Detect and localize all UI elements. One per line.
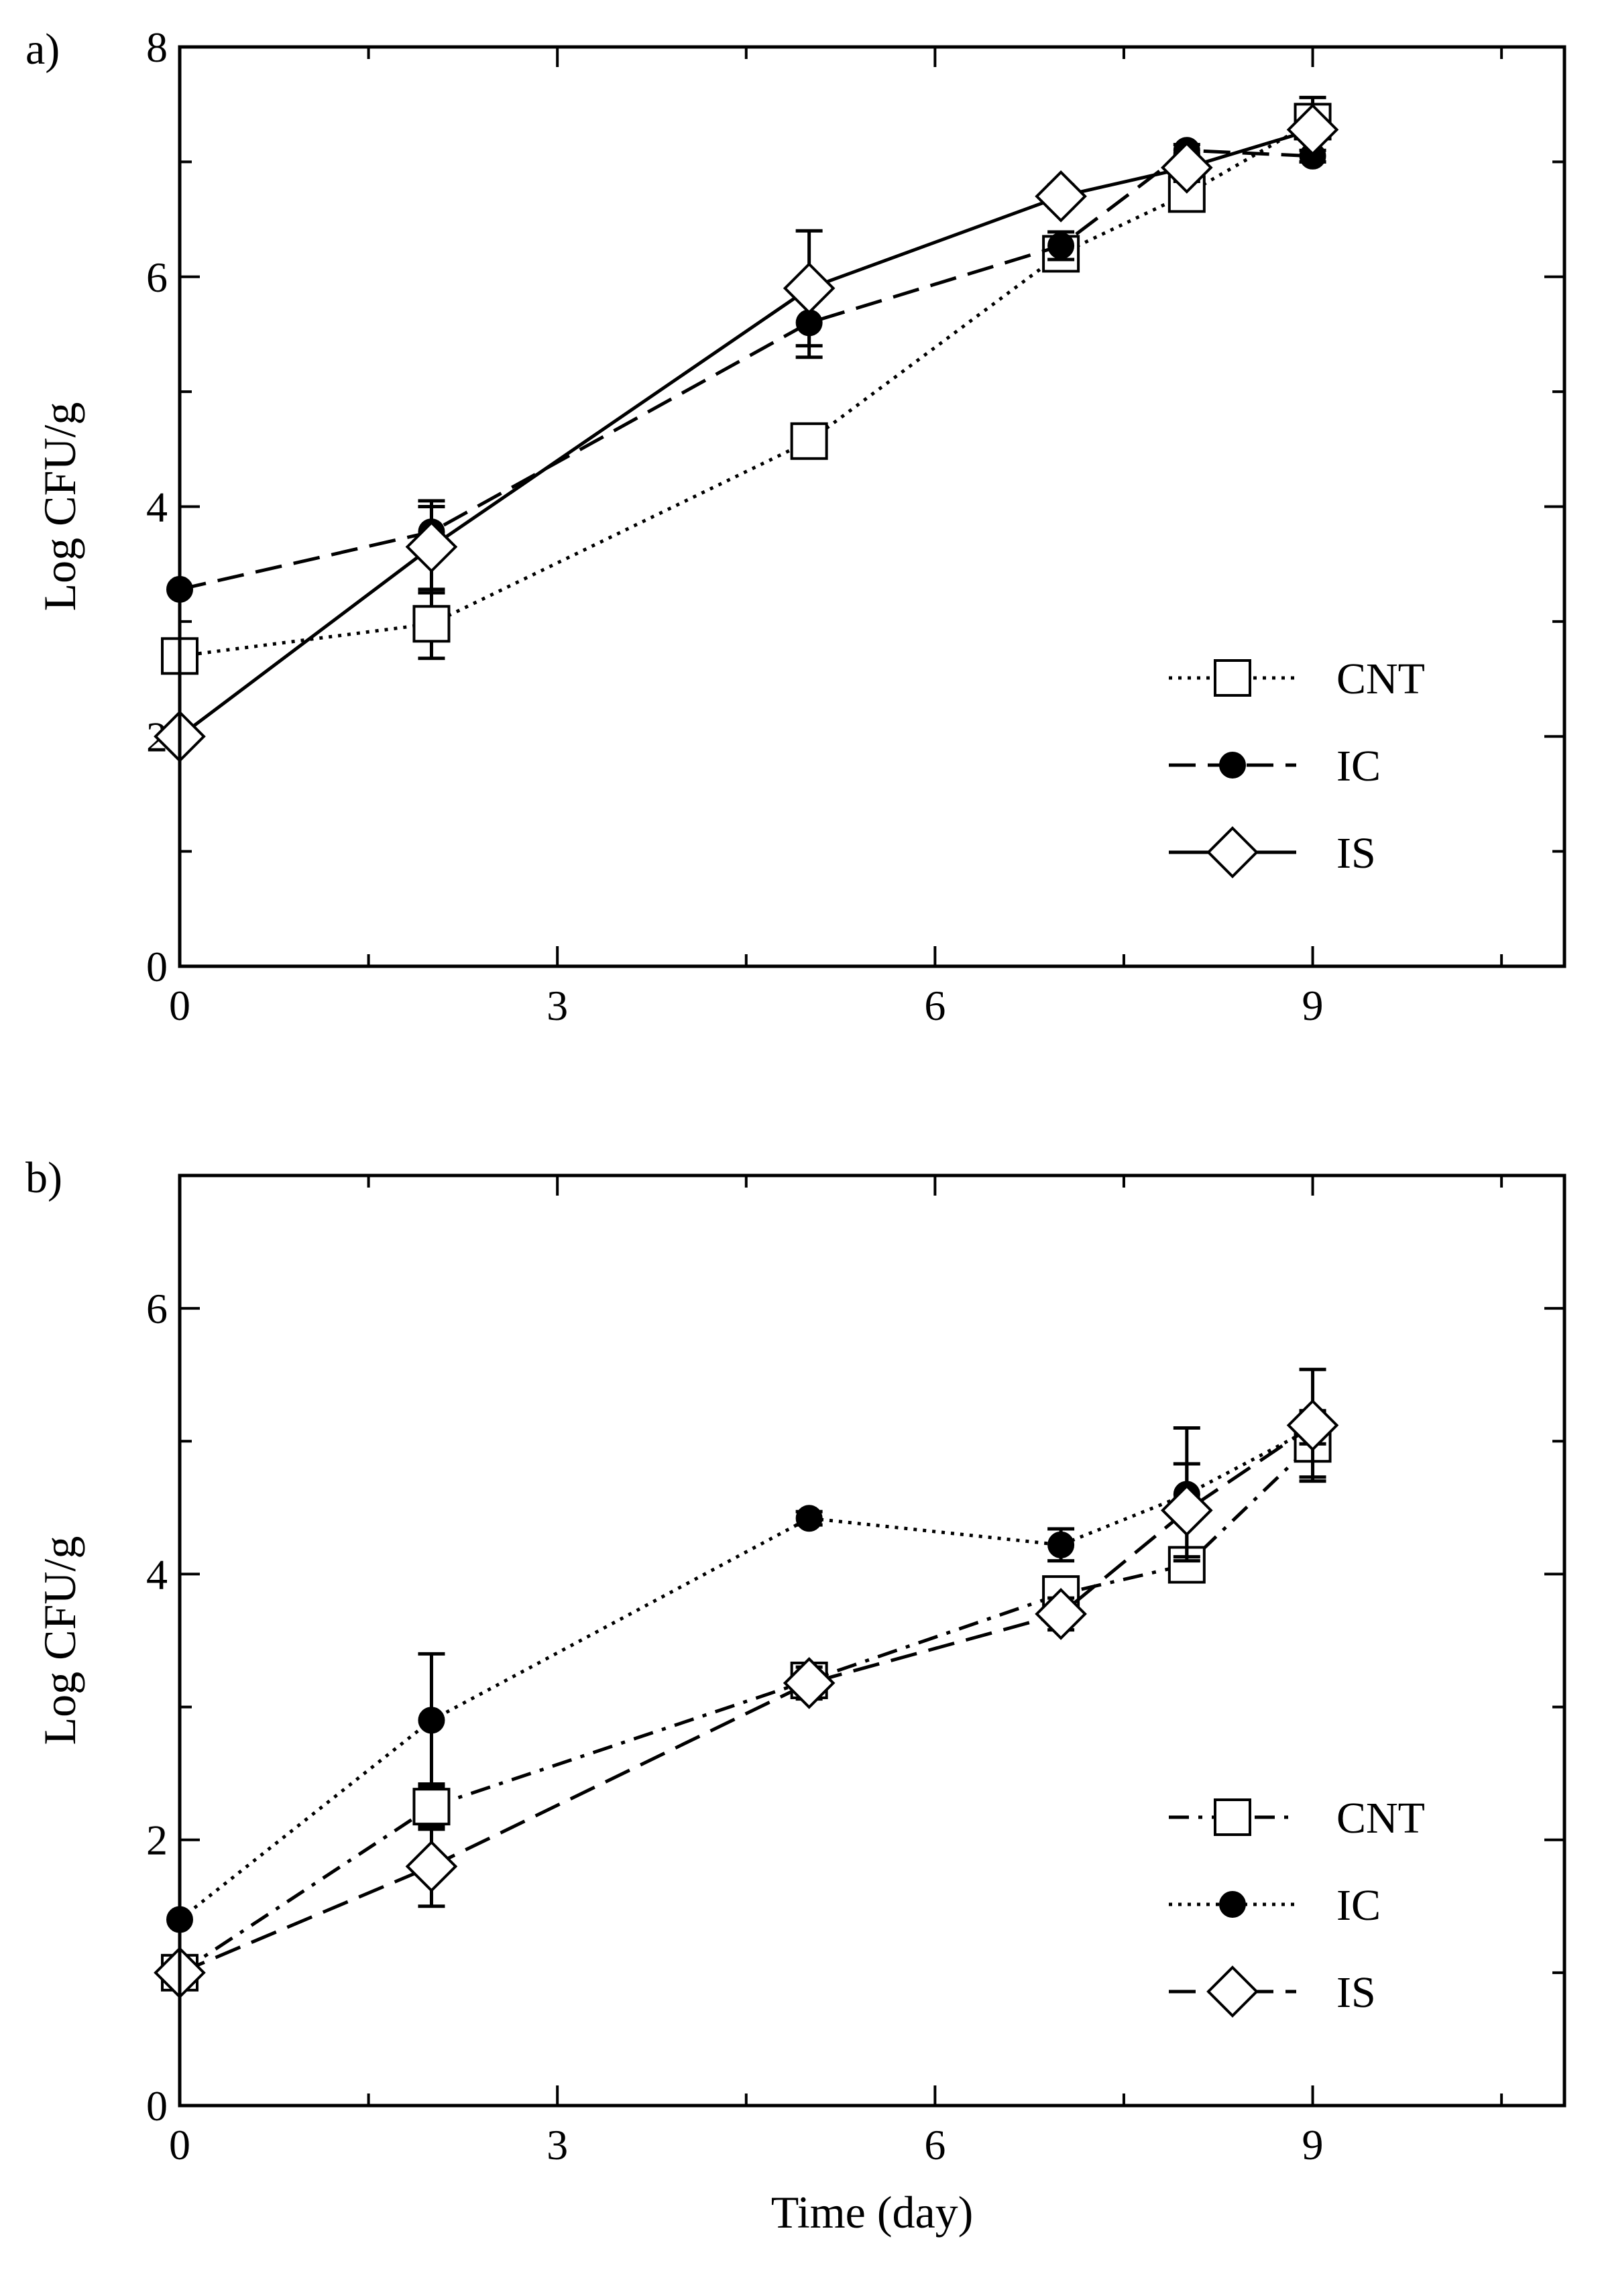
panel-label: a) (25, 25, 60, 74)
y-tick-label: 6 (146, 1285, 168, 1332)
data-point (1286, 103, 1339, 156)
series-ic (166, 137, 1326, 603)
x-tick-label: 9 (1302, 2121, 1324, 2169)
y-tick-label: 4 (146, 483, 168, 531)
legend-label: IS (1336, 1968, 1376, 2017)
data-point (1160, 1484, 1213, 1537)
data-point (1047, 1531, 1075, 1558)
series-line (179, 1424, 1314, 1975)
x-tick-label: 0 (169, 2121, 190, 2169)
series-cnt (161, 1409, 1332, 1992)
y-tick-label: 2 (146, 1817, 168, 1864)
data-point (405, 1840, 458, 1893)
data-point (1286, 1399, 1339, 1452)
x-tick-label: 9 (1302, 982, 1324, 1029)
data-point (412, 1788, 451, 1826)
data-point (412, 605, 451, 643)
data-point (405, 520, 458, 573)
y-tick-label: 6 (146, 253, 168, 301)
series-cnt (161, 103, 1332, 675)
data-point (1047, 232, 1075, 260)
x-tick-label: 6 (924, 2121, 946, 2169)
series-is (154, 1367, 1339, 1999)
panel-label: b) (25, 1153, 62, 1202)
data-point (795, 1505, 823, 1532)
x-tick-label: 6 (924, 982, 946, 1029)
series-line (179, 148, 1313, 591)
legend: CNT IC IS (1169, 1794, 1425, 2018)
legend-marker (1206, 1965, 1259, 2018)
y-tick-label: 0 (146, 2082, 168, 2130)
legend-label: CNT (1336, 1794, 1425, 1843)
panel-b: b) 0 3 6 9 0 2 4 6 Log CFU/g Time (day) CNT IC IS (25, 1153, 1566, 2238)
plot-frame (178, 45, 1566, 968)
data-point (418, 1707, 445, 1734)
y-tick-label: 0 (146, 943, 168, 990)
legend-label: IS (1336, 829, 1376, 878)
data-point (1035, 170, 1087, 223)
legend-label: CNT (1336, 654, 1425, 703)
plot-frame (178, 1173, 1566, 2108)
data-point (1035, 1588, 1087, 1640)
y-axis-label: Log CFU/g (34, 402, 85, 612)
legend-label: IC (1336, 1881, 1381, 1930)
x-tick-label: 3 (547, 982, 568, 1029)
series-line (178, 127, 1314, 738)
x-tick-label: 3 (547, 2121, 568, 2169)
data-point (783, 262, 836, 314)
series-ic (166, 1410, 1326, 1933)
data-point (1160, 141, 1213, 194)
legend-marker (1206, 826, 1259, 878)
x-tick-label: 0 (169, 982, 190, 1029)
y-tick-label: 8 (146, 23, 168, 71)
legend-marker (1214, 659, 1251, 697)
legend-label: IC (1336, 742, 1381, 791)
legend: CNT IC IS (1169, 654, 1425, 878)
series-line (179, 120, 1314, 658)
legend-marker (1214, 1798, 1251, 1836)
x-axis-label: Time (day) (771, 2187, 974, 2238)
y-tick-label: 4 (146, 1550, 168, 1598)
series-line (178, 1442, 1314, 1974)
series-line (178, 1426, 1314, 1921)
data-point (790, 422, 828, 460)
legend-marker (1219, 1891, 1246, 1918)
series-is (154, 95, 1339, 763)
y-axis-label: Log CFU/g (34, 1536, 85, 1745)
legend-marker (1219, 752, 1246, 779)
data-point (783, 1657, 836, 1709)
